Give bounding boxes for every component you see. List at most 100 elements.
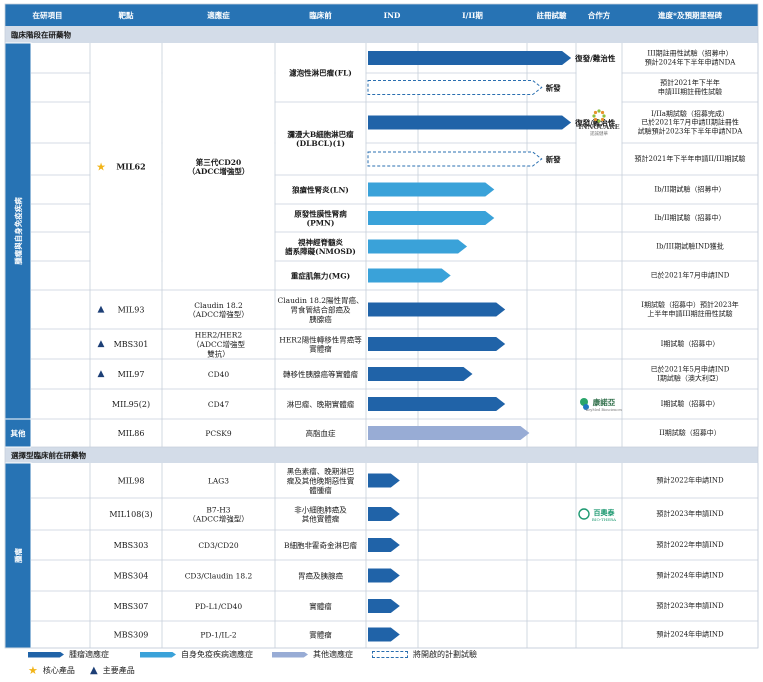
product-name: MBS304 [114, 571, 149, 580]
milestone-cell: I/IIa期試驗（招募完成）已於2021年7月申請II期註冊性試驗預計2023年… [638, 109, 744, 136]
indication-cell: 瀰漫大B細胞淋巴瘤(DLBCL)(1) [287, 128, 354, 147]
autoimmune-bar [368, 211, 495, 225]
indication-cell: 非小細胞肺癌及其他實體瘤 [294, 504, 347, 523]
bar-label: 新發 [546, 154, 561, 164]
oncology-bar [368, 337, 506, 351]
partner-name: 百奧泰 [594, 508, 616, 517]
milestone-cell: Ib/II期試驗（招募中） [654, 213, 725, 222]
indication-cell: 實體瘤 [309, 629, 332, 639]
milestone-cell: I期試驗（招募中）預計2023年上半年申請III期註冊性試驗 [641, 300, 739, 318]
product-name: MIL108(3) [109, 510, 152, 519]
side-bar [4, 42, 32, 420]
partner-name: INNOCARE [578, 123, 619, 131]
planned-trial-bar [367, 151, 543, 167]
oncology-bar [368, 473, 400, 488]
product-name: MBS303 [114, 541, 149, 550]
oncology-swatch [28, 651, 64, 658]
milestone-cell: 預計2022年申請IND [656, 476, 724, 485]
legend-core-label: 核心產品 [42, 666, 75, 675]
target-cell: HER2/HER2 （ADCC增強型雙抗） [192, 330, 245, 358]
indication-cell: 胃癌及胰腺癌 [298, 570, 343, 580]
target-cell: PCSK9 [205, 429, 232, 438]
legend-oncology-label: 腫瘤適應症 [69, 650, 109, 659]
milestone-cell: I期試驗（招募中） [661, 399, 720, 408]
legend-oncology: 腫瘤適應症 [28, 649, 109, 660]
header-cell: 註冊試驗 [537, 10, 567, 20]
merged-cell [162, 43, 275, 290]
legend: 腫瘤適應症 自身免疫疾病適應症 其他適應症 將開啟的計劃試驗 ★ 核心產品 ▲ … [10, 649, 755, 681]
section-label: 選擇型臨床前在研藥物 [11, 450, 86, 460]
legend-core: ★ 核心產品 [28, 665, 75, 676]
partner-name: 康諾亞 [593, 397, 616, 407]
planned-swatch [372, 651, 408, 658]
bar-label: 新發 [546, 82, 561, 92]
oncology-bar [368, 568, 400, 583]
product-name: MIL93 [118, 305, 145, 314]
milestone-cell: III期註冊性試驗（招募中）預計2024年下半年申請NDA [645, 49, 737, 67]
product-name: MIL86 [118, 429, 145, 438]
legend-key: ▲ 主要產品 [90, 665, 135, 676]
merged-cell [275, 102, 366, 175]
indication-cell: 高脂血症 [306, 428, 336, 438]
header-cell: 進度*及預期里程碑 [658, 10, 722, 20]
star-icon: ★ [96, 160, 106, 173]
oncology-bar [368, 51, 572, 65]
partner-sub: 諾誠健華 [590, 130, 608, 137]
oncology-bar [368, 507, 400, 521]
bar-label: 復發/難治性 [574, 53, 616, 63]
planned-trial-bar [367, 80, 543, 95]
legend-autoimmune-label: 自身免疫疾病適應症 [181, 650, 253, 659]
milestone-cell: 預計2024年申請IND [656, 571, 724, 580]
target-cell: LAG3 [208, 476, 229, 485]
header-cell: 適應症 [207, 10, 230, 20]
target-cell: B7-H3 （ADCC增強型） [188, 505, 248, 523]
legend-planned: 將開啟的計劃試驗 [372, 649, 477, 660]
header-bar [5, 4, 758, 26]
target-cell: CD3/Claudin 18.2 [185, 571, 253, 580]
milestone-cell: 已於2021年7月申請IND [651, 271, 730, 280]
triangle-icon: ▲ [90, 664, 98, 676]
oncology-bar [368, 599, 400, 613]
target-cell: CD40 [208, 370, 230, 379]
legend-autoimmune: 自身免疫疾病適應症 [140, 649, 253, 660]
indication-cell: 濾泡性淋巴瘤(FL) [289, 67, 352, 77]
side-label: 腫瘤與自身免疫疾病 [13, 197, 23, 265]
autoimmune-bar [368, 239, 468, 254]
target-cell: PD-L1/CD40 [195, 602, 243, 611]
oncology-bar [368, 367, 473, 381]
partner-sub: BIO-THERA [592, 517, 616, 522]
oncology-bar [368, 397, 506, 411]
target-cell: CD3/CD20 [198, 541, 239, 550]
indication-cell: 實體瘤 [309, 601, 332, 611]
product-name: MIL98 [118, 476, 145, 485]
indication-cell: 黑色素瘤、晚期淋巴瘤及其他晚期惡性實體腫瘤 [287, 466, 355, 495]
product-name: MBS309 [114, 630, 149, 639]
milestone-cell: I期試驗（招募中） [661, 339, 720, 348]
milestone-cell: 預計2023年申請IND [656, 509, 724, 518]
legend-other: 其他適應症 [272, 649, 353, 660]
side-bar [4, 418, 32, 448]
other-bar [368, 426, 530, 440]
product-name: MIL97 [118, 370, 145, 379]
header-cell: IND [384, 11, 401, 20]
triangle-icon: ▲ [98, 369, 105, 379]
section-row [5, 26, 758, 43]
side-label: 其他 [11, 428, 26, 438]
keymed-logo-mark [583, 404, 589, 410]
bar-label: 復發/難治性 [574, 117, 616, 127]
milestone-cell: II期試驗（招募中） [659, 428, 721, 437]
oncology-bar [368, 627, 400, 642]
header-cell: 合作方 [588, 10, 611, 20]
legend-planned-label: 將開啟的計劃試驗 [413, 650, 477, 659]
legend-key-label: 主要產品 [102, 666, 135, 675]
indication-cell: 狼瘡性腎炎(LN) [292, 184, 349, 194]
triangle-icon: ▲ [98, 305, 105, 315]
milestone-cell: 已於2021年5月申請IND I期試驗（澳大利亞） [651, 365, 730, 383]
section-label: 臨床階段在研藥物 [11, 29, 71, 39]
header-cell: I/II期 [462, 10, 483, 20]
header-cell: 在研項目 [33, 10, 63, 20]
legend-other-label: 其他適應症 [313, 650, 353, 659]
target-cell: 第三代CD20 （ADCC增強型） [188, 156, 250, 175]
product-name: MIL95(2) [112, 400, 150, 409]
indication-cell: 原發性膜性腎病(PMN) [294, 208, 347, 227]
